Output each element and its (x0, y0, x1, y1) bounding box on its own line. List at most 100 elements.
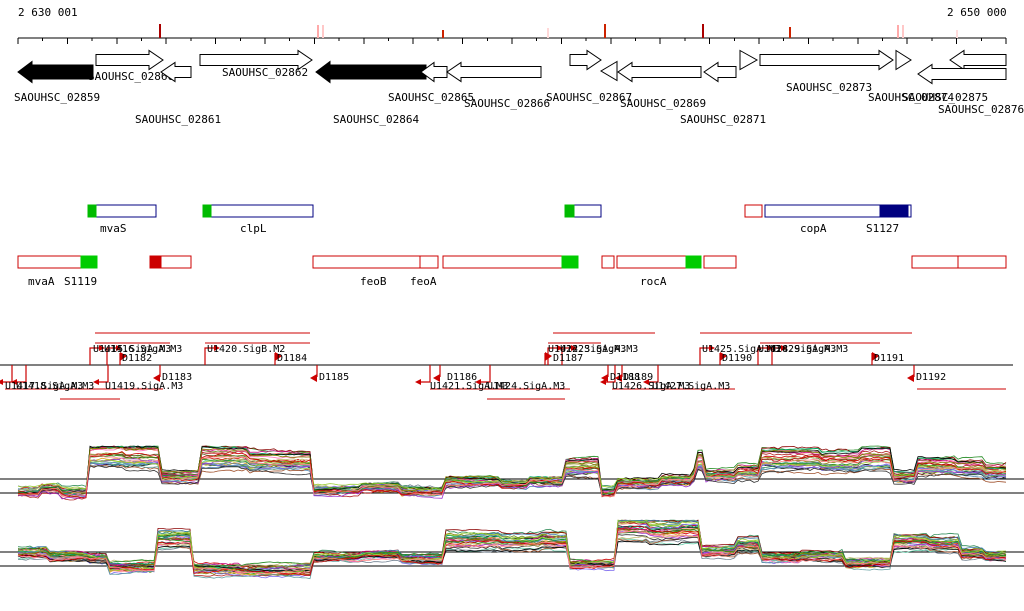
transcript-segment (87, 204, 97, 218)
gene-arrow-SAOUHSC_02869[interactable] (617, 61, 702, 83)
transcript-box[interactable] (87, 204, 157, 218)
expression-trace (17, 454, 1007, 497)
terminator-down-icon[interactable] (907, 374, 914, 382)
promoter-up-arrowhead-icon (571, 345, 577, 351)
gene-label-SAOUHSC_02862: SAOUHSC_02862 (222, 66, 308, 79)
gene-arrow-SAOUHSC_02871[interactable] (703, 61, 737, 83)
terminator-down-icon[interactable] (601, 374, 608, 382)
tss-label: U1428.SigA.M3 (758, 344, 836, 355)
gene-label-SAOUHSC_02865: SAOUHSC_02865 (388, 91, 474, 104)
gene-arrow-SAOUHSC_02872[interactable] (739, 49, 759, 71)
gene-arrow-SAOUHSC_02875[interactable] (917, 63, 1007, 85)
gene-label-SAOUHSC_02860: SAOUHSC_02860 (88, 70, 174, 83)
promoter-down-icon[interactable] (479, 365, 491, 383)
promoter-up-icon[interactable] (547, 347, 559, 365)
terminator-up-icon[interactable] (120, 352, 127, 361)
promoter-down-icon[interactable] (419, 365, 431, 383)
expression-trace (17, 528, 1007, 567)
gene-arrow-SAOUHSC_02868[interactable] (600, 60, 618, 82)
gene-arrow-SAOUHSC_02865[interactable] (420, 61, 448, 83)
expression-trace (17, 451, 1007, 499)
gene-label-SAOUHSC_02874: SAOUHSC_02874 (868, 91, 954, 104)
terminator-up-icon[interactable] (545, 352, 552, 361)
promoter-up-icon[interactable] (699, 347, 711, 365)
expression-trace (17, 465, 1007, 497)
expression-track-1 (0, 445, 1024, 501)
gene-label-SAOUHSC_02859: SAOUHSC_02859 (14, 91, 100, 104)
gene-track: SAOUHSC_02859 SAOUHSC_02860 SAOUHSC_02861 S… (14, 49, 1024, 126)
transcript-track-upper: mvaS clpL copA S1127 (87, 204, 912, 235)
transcript-segment (564, 204, 575, 218)
operon-box[interactable] (601, 255, 615, 269)
operon-box[interactable] (703, 255, 737, 269)
tss-label: D1187 (553, 353, 583, 364)
transcript-label: clpL (240, 222, 267, 235)
terminator-down-icon[interactable] (615, 374, 622, 382)
gene-arrow-SAOUHSC_02861[interactable] (160, 61, 192, 83)
operon-label: S1119 (64, 275, 97, 288)
promoter-up-icon[interactable] (106, 347, 118, 365)
operon-label: feoA (410, 275, 437, 288)
promoter-down-icon[interactable] (647, 365, 659, 383)
operon-segment (80, 255, 98, 269)
transcript-box[interactable] (744, 204, 763, 218)
tss-label: D1183 (162, 372, 192, 383)
transcript-box[interactable] (202, 204, 314, 218)
terminator-up-icon[interactable] (720, 352, 727, 361)
transcript-box[interactable] (764, 204, 912, 218)
gene-label-SAOUHSC_02861: SAOUHSC_02861 (135, 113, 221, 126)
promoter-up-icon[interactable] (771, 347, 783, 365)
expression-trace (17, 538, 1007, 573)
expression-trace (17, 540, 1007, 572)
gene-arrow-SAOUHSC_02859[interactable] (17, 60, 94, 84)
gene-arrow-SAOUHSC_02866[interactable] (446, 61, 542, 83)
operon-box[interactable] (442, 255, 579, 269)
gene-label-SAOUHSC_02873: SAOUHSC_02873 (786, 81, 872, 94)
tss-label: U1420.SigB.M2 (207, 344, 285, 355)
gene-arrow-unlabeled[interactable] (895, 49, 912, 71)
operon-label: mvaA (28, 275, 55, 288)
tss-label: U1426.SigA.M3 (612, 381, 690, 392)
tss-label: D1188 (610, 372, 640, 383)
operon-label: feoB (360, 275, 387, 288)
operon-segment (149, 255, 162, 269)
gene-label-SAOUHSC_02864: SAOUHSC_02864 (333, 113, 419, 126)
promoter-up-icon[interactable] (561, 347, 573, 365)
gene-arrow-SAOUHSC_02873[interactable] (759, 49, 894, 71)
tss-label: U1418.SigA.M3 (16, 381, 94, 392)
gene-arrow-SAOUHSC_02874[interactable] (949, 49, 1007, 71)
gene-arrow-SAOUHSC_02860[interactable] (95, 49, 164, 71)
terminator-up-icon[interactable] (275, 352, 282, 361)
promoter-up-arrowhead-icon (116, 345, 122, 351)
promoter-down-arrowhead-icon (475, 379, 481, 385)
operon-box[interactable] (911, 255, 1007, 269)
terminator-down-icon[interactable] (153, 374, 160, 382)
promoter-up-icon[interactable] (89, 347, 101, 365)
promoter-down-arrowhead-icon (415, 379, 421, 385)
gene-arrow-SAOUHSC_02867[interactable] (569, 49, 602, 71)
terminator-down-icon[interactable] (310, 374, 317, 382)
expression-track-2 (0, 519, 1024, 580)
operon-box[interactable] (17, 255, 82, 269)
terminator-up-icon[interactable] (872, 352, 879, 361)
gene-arrow-SAOUHSC_02864[interactable] (315, 60, 427, 84)
operon-box[interactable] (312, 255, 439, 269)
gene-label-SAOUHSC_02876: SAOUHSC_02876 (938, 103, 1024, 116)
promoter-down-icon[interactable] (97, 365, 109, 383)
tss-label: U1425.SigA.M3 (702, 344, 780, 355)
expression-trace (17, 524, 1007, 573)
tss-label: U1427.SigA.M3 (652, 381, 730, 392)
promoter-down-arrowhead-icon (11, 379, 17, 385)
tss-label: D1189 (623, 372, 653, 383)
promoter-down-icon[interactable] (15, 365, 27, 383)
gene-arrow-SAOUHSC_02862[interactable] (199, 49, 313, 71)
promoter-up-icon[interactable] (757, 347, 769, 365)
operon-segment (561, 255, 579, 269)
promoter-up-icon[interactable] (204, 347, 216, 365)
promoter-up-arrowhead-icon (214, 345, 220, 351)
terminator-down-icon[interactable] (433, 374, 440, 382)
tss-label: D1192 (916, 372, 946, 383)
promoter-down-icon[interactable] (604, 365, 616, 383)
